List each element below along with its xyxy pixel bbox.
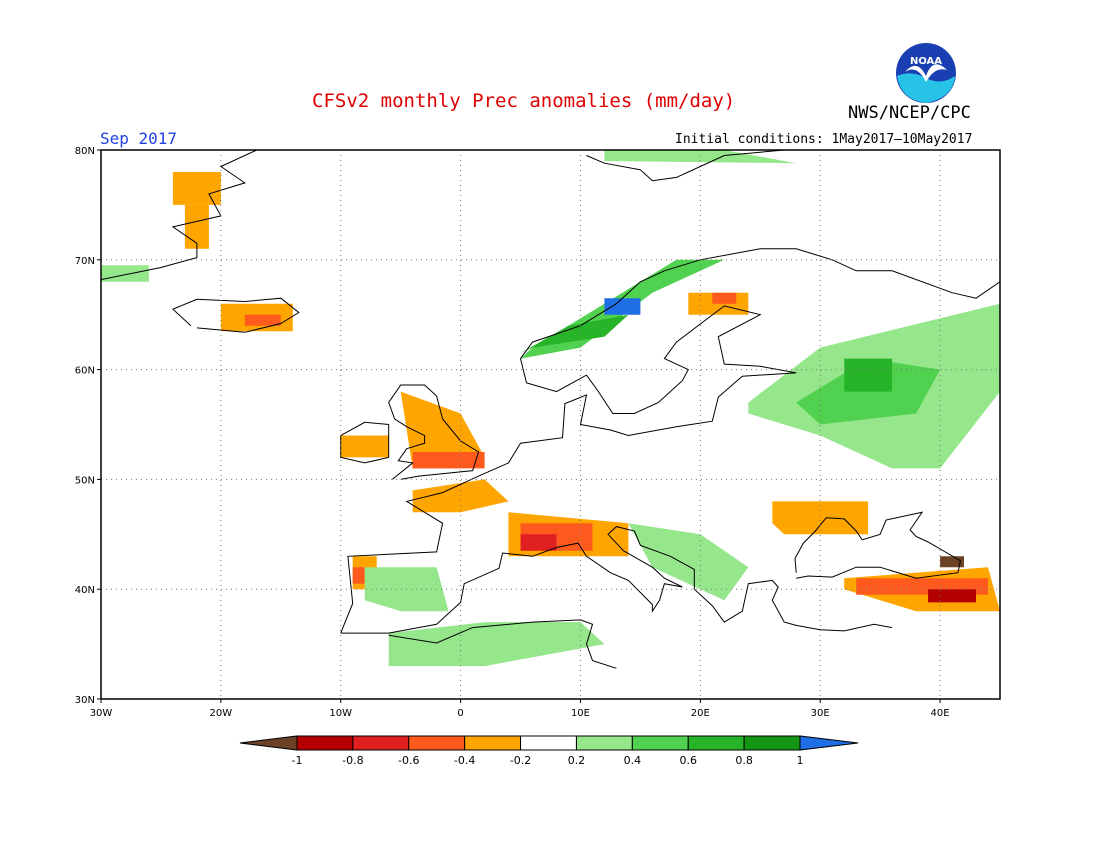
colorbar-level-label: -0.6 — [398, 754, 419, 767]
colorbar-box — [575, 735, 633, 751]
colorbar-low-arrow — [239, 735, 298, 751]
colorbar-level-label: 1 — [797, 754, 804, 767]
lat-tick-label: 60N — [75, 366, 95, 377]
colorbar-level-label: -0.2 — [510, 754, 531, 767]
anomaly-denmark-strait — [101, 265, 149, 282]
axis-labels: 30W 20W 10W 0 10E 20E 30E 40E 80N 70N 60N 50N 40N 30N — [75, 146, 950, 719]
noaa-logo-icon: NOAA — [896, 43, 956, 103]
colorbar-high-arrow — [799, 735, 859, 751]
lon-tick-label: 20E — [691, 708, 710, 719]
colorbar-box — [520, 735, 577, 751]
anomaly-ireland-dry — [340, 435, 389, 458]
coastline-segment — [388, 619, 617, 669]
anomaly-britain-dry — [400, 391, 485, 469]
colorbar-level-label: 0.2 — [568, 754, 586, 767]
colorbar-box — [464, 735, 522, 751]
colorbar-box — [631, 735, 689, 751]
lon-tick-label: 10W — [329, 708, 352, 719]
colorbar-level-label: -0.4 — [454, 754, 475, 767]
colorbar-level-label: 0.4 — [624, 754, 642, 767]
lat-tick-label: 80N — [75, 146, 95, 157]
lat-tick-label: 30N — [75, 695, 95, 706]
anomaly-shading-layer — [101, 150, 1000, 667]
anomaly-ukraine-dry — [772, 501, 869, 535]
lon-tick-label: 30E — [811, 708, 830, 719]
colorbar-box — [687, 735, 745, 751]
coastline-segment — [340, 248, 1000, 634]
colorbar-level-label: -1 — [292, 754, 303, 767]
colorbar: -1 -0.8 -0.6 -0.4 -0.2 0.2 0.4 0.6 0.8 1 — [239, 735, 859, 767]
coastline-segment — [340, 526, 893, 634]
colorbar-box — [352, 735, 410, 751]
map-frame — [100, 149, 1001, 700]
anomaly-balkans-wet — [628, 523, 749, 601]
colorbar-level-label: 0.6 — [679, 754, 697, 767]
coastline-segment — [586, 150, 785, 182]
anomaly-norway-peak — [604, 298, 641, 315]
map-title: CFSv2 monthly Prec anomalies (mm/day) — [312, 90, 736, 112]
coastline-segment — [388, 384, 480, 480]
anomaly-greenland-east — [172, 172, 221, 205]
anomaly-alps-dry-peak — [520, 534, 557, 551]
lon-tick-label: 10E — [571, 708, 590, 719]
colorbar-box — [743, 735, 801, 751]
lat-tick-label: 40N — [75, 585, 95, 596]
colorbar-level-label: -0.8 — [342, 754, 363, 767]
lat-tick-label: 50N — [75, 475, 95, 486]
lon-tick-label: 0 — [457, 708, 463, 719]
anomaly-finland-dry-core — [712, 292, 737, 304]
lon-tick-label: 20W — [210, 708, 233, 719]
anomaly-iceland-core — [244, 314, 281, 326]
lon-tick-label: 40E — [931, 708, 950, 719]
coastline-segment — [794, 511, 961, 579]
colorbar-level-label: 0.8 — [735, 754, 753, 767]
coastline-segment — [171, 297, 300, 333]
colorbar-box — [296, 735, 354, 751]
anomaly-north-africa-wet — [388, 622, 605, 667]
anomaly-norway-core — [520, 314, 629, 354]
colorbar-box — [408, 735, 466, 751]
initial-conditions-label: Initial conditions: 1May2017–10May2017 — [675, 132, 973, 147]
lon-tick-label: 30W — [90, 708, 113, 719]
anomaly-greenland-coast — [184, 204, 209, 249]
agency-label: NWS/NCEP/CPC — [848, 103, 971, 123]
svg-text:NOAA: NOAA — [910, 56, 942, 67]
month-label: Sep 2017 — [100, 129, 178, 148]
anomaly-iberia-west-core — [352, 567, 365, 584]
coastline-segment — [340, 421, 390, 464]
coastline-segment — [101, 150, 258, 281]
coastline-layer — [101, 150, 1000, 669]
anomaly-britain-dry-core — [412, 452, 485, 469]
anomaly-svalbard-north — [604, 150, 797, 164]
lat-tick-label: 70N — [75, 256, 95, 267]
anomaly-caucasus-dry — [928, 589, 976, 603]
anomaly-russia-peak-wet — [844, 358, 893, 392]
